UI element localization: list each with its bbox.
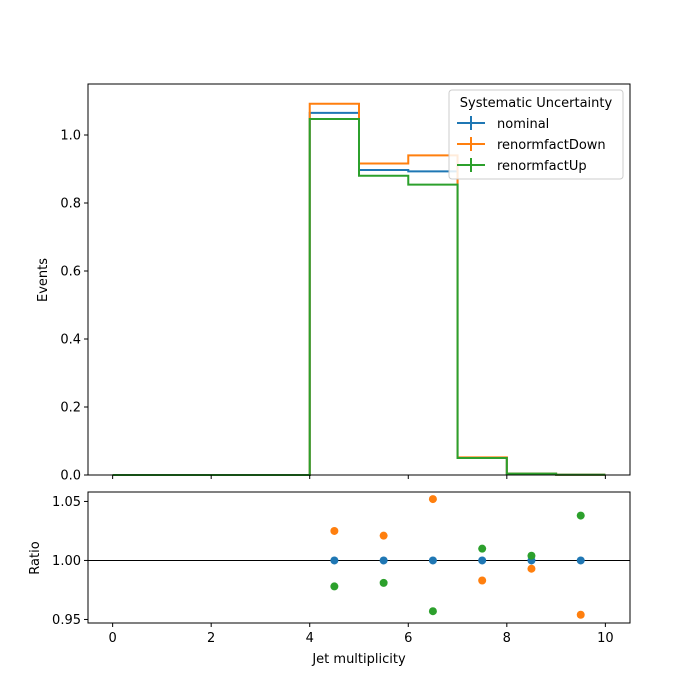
ratio-y-ticks: 0.95 1.00 1.05 [52,495,88,628]
ratio-point-renormfactUp [478,544,487,553]
x-tick-label: 8 [503,631,511,646]
main-y-tick-label: 0.6 [60,265,81,280]
x-tick-label: 0 [108,631,116,646]
ratio-point-renormfactUp [330,582,339,591]
legend-title: Systematic Uncertainty [460,96,613,111]
x-axis-label: Jet multiplicity [311,652,406,667]
ratio-points [330,495,585,619]
legend-label: nominal [497,117,549,132]
x-tick-label: 4 [306,631,314,646]
ratio-axes-frame [87,491,631,624]
ratio-y-tick-label: 0.95 [52,613,81,628]
legend-box [448,89,624,180]
x-tick-label: 10 [597,631,614,646]
ratio-point-renormfactUp [576,511,585,520]
ratio-y-axis-label: Ratio [28,541,43,574]
ratio-point-nominal [379,556,388,565]
ratio-point-renormfactDown [527,564,536,573]
ratio-y-tick-label: 1.00 [52,554,81,569]
ratio-point-nominal [330,556,339,565]
ratio-point-renormfactDown [576,610,585,619]
main-y-ticks: 0.0 0.2 0.4 0.6 0.8 1.0 [60,129,88,484]
ratio-point-renormfactDown [478,576,487,585]
ratio-point-renormfactUp [379,578,388,587]
ratio-point-renormfactUp [527,551,536,560]
ratio-panel: 0.95 1.00 1.05 0 2 4 6 8 10 Ratio Jet multiplic… [28,491,631,667]
ratio-point-renormfactUp [428,607,437,616]
ratio-point-nominal [428,556,437,565]
main-y-tick-label: 0.2 [60,401,81,416]
ratio-y-tick-label: 1.05 [52,495,81,510]
main-y-axis-label: Events [36,258,51,302]
main-x-ticks [112,475,606,479]
ratio-point-renormfactDown [330,526,339,535]
main-y-tick-label: 0.8 [60,197,81,212]
ratio-point-renormfactDown [379,531,388,540]
legend-items: nominal renormfactDown renormfactUp [457,116,606,174]
main-y-tick-label: 1.0 [60,129,81,144]
x-tick-label: 2 [207,631,215,646]
main-panel: 0.0 0.2 0.4 0.6 0.8 1.0 Events [36,83,631,484]
legend: Systematic Uncertainty nominal renormfact… [448,89,624,180]
main-y-tick-label: 0.0 [60,469,81,484]
legend-label: renormfactUp [497,159,587,174]
ratio-point-nominal [576,556,585,565]
legend-item-nominal: nominal [457,116,549,132]
x-tick-label: 6 [404,631,412,646]
ratio-point-nominal [478,556,487,565]
ratio-point-renormfactDown [428,495,437,504]
main-y-tick-label: 0.4 [60,333,81,348]
main-axes-frame [87,83,631,476]
legend-label: renormfactDown [497,138,606,153]
legend-item-renormfactUp: renormfactUp [457,158,587,174]
ratio-x-ticks: 0 2 4 6 8 10 [108,623,614,646]
legend-item-renormfactDown: renormfactDown [457,137,606,153]
